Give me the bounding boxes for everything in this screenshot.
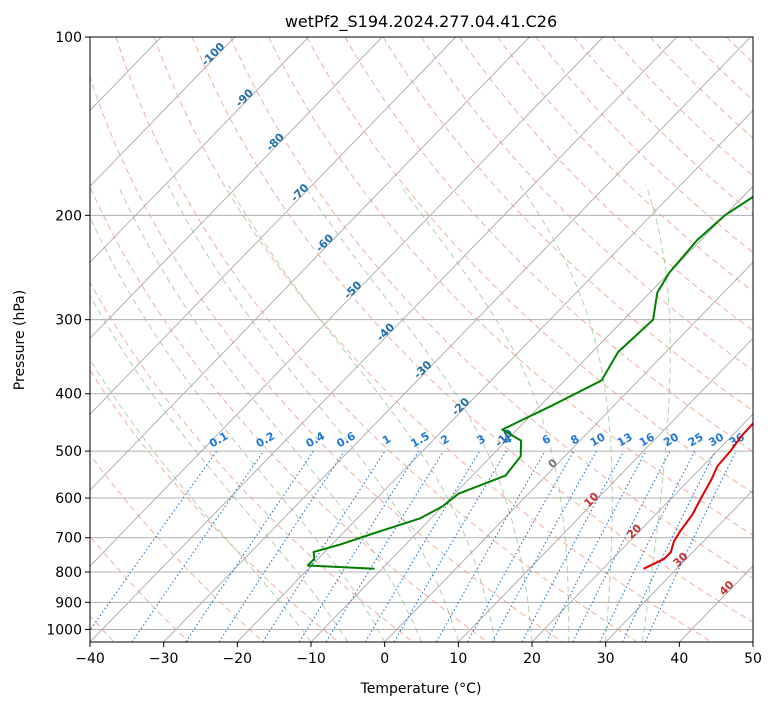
- isotherm-line: [90, 37, 678, 642]
- isotherm-line: [163, 37, 751, 642]
- isotherm-line: [90, 37, 457, 415]
- y-axis-title: Pressure (hPa): [12, 290, 28, 390]
- y-tick-label: 1000: [46, 622, 82, 638]
- mixing-ratio-line: [131, 450, 265, 642]
- x-tick-label: −20: [223, 651, 253, 667]
- dewpoint-profile-line: [306, 195, 753, 570]
- moist-adiabat-line: [90, 216, 386, 642]
- x-tick-label: 30: [597, 651, 615, 667]
- x-tick-label: −10: [296, 651, 326, 667]
- isotherm-line: [90, 37, 383, 339]
- mixing-ratio-line: [262, 450, 386, 642]
- isotherm-line: [531, 413, 753, 642]
- moist-adiabat-line: [642, 185, 671, 642]
- dry-adiabat-line: [153, 37, 712, 642]
- isotherm-line: [458, 337, 753, 642]
- isotherm-line: [237, 109, 753, 642]
- y-tick-label: 800: [55, 565, 82, 581]
- y-tick-label: 500: [55, 444, 82, 460]
- y-tick-label: 400: [55, 387, 82, 403]
- mixing-ratio-line: [572, 450, 671, 642]
- mixing-ratio-line: [521, 450, 625, 642]
- moist-adiabat-line: [228, 185, 496, 642]
- isotherm-line: [384, 261, 753, 642]
- x-tick-label: 0: [380, 651, 389, 667]
- isotherm-line: [90, 37, 236, 187]
- isotherm-line: [90, 37, 309, 263]
- mixing-ratio-line: [491, 450, 597, 642]
- y-tick-label: 700: [55, 531, 82, 547]
- mixing-ratio-line: [599, 450, 696, 642]
- dry-adiabat-line: [115, 37, 638, 642]
- dry-adiabat-line: [535, 37, 753, 254]
- x-axis-title: Temperature (°C): [360, 681, 482, 697]
- moist-adiabat-line: [90, 294, 349, 642]
- dry-adiabat-line: [268, 37, 753, 536]
- x-tick-label: 50: [744, 651, 762, 667]
- dry-adiabat-line: [191, 37, 753, 623]
- dry-adiabat-line: [344, 37, 753, 453]
- moist-adiabat-line: [519, 185, 613, 642]
- mixing-ratio-line: [185, 450, 314, 642]
- chart-title: wetPf2_S194.2024.277.04.41.C26: [285, 12, 557, 32]
- x-tick-label: −40: [75, 651, 105, 667]
- mixing-ratio-line: [90, 450, 218, 632]
- dry-adiabat-line: [90, 535, 190, 642]
- isotherm-line: [90, 37, 530, 491]
- x-tick-label: −30: [149, 651, 179, 667]
- moist-adiabat-line: [303, 185, 533, 642]
- dry-adiabat-line: [420, 37, 753, 372]
- plot-frame: [89, 36, 754, 643]
- mixing-ratio-line: [218, 450, 345, 642]
- x-tick-label: 40: [670, 651, 688, 667]
- dry-adiabat-line: [306, 37, 753, 494]
- mixing-ratio-line: [325, 450, 444, 642]
- dry-adiabat-line: [497, 37, 753, 293]
- y-tick-label: 300: [55, 313, 82, 329]
- dry-adiabat-line: [90, 281, 414, 642]
- moist-adiabat-line: [117, 185, 422, 642]
- plot-area: [90, 37, 753, 642]
- y-tick-label: 200: [55, 208, 82, 224]
- profile-lines: [306, 195, 753, 570]
- dry-adiabat-line: [611, 37, 753, 177]
- dry-adiabat-line: [90, 185, 488, 642]
- moist-adiabat-line: [400, 185, 570, 642]
- x-tick-label: 10: [449, 651, 467, 667]
- moist-adiabat-line: [167, 185, 459, 642]
- temperature-profile-line: [643, 422, 753, 570]
- isotherm-line: [90, 37, 604, 567]
- isotherm-line: [605, 489, 753, 642]
- y-tick-label: 600: [55, 491, 82, 507]
- mixing-ratio-line: [467, 450, 575, 642]
- dry-adiabat-line: [230, 37, 753, 579]
- x-tick-label: 20: [523, 651, 541, 667]
- axes: −40 −30 −20 −10 0 10 20 30 40 50 100 200 300 400 500 60…: [46, 30, 762, 667]
- y-tick-label: 900: [55, 595, 82, 611]
- y-tick-label: 100: [55, 30, 82, 46]
- dry-adiabat-line: [382, 37, 753, 412]
- dry-adiabat-line: [90, 75, 563, 642]
